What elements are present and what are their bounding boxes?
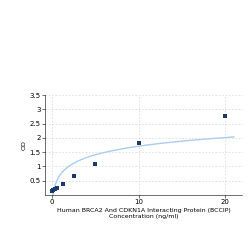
Point xyxy=(93,162,97,166)
Point xyxy=(223,114,227,118)
X-axis label: Human BRCA2 And CDKN1A Interacting Protein (BCCIP)
Concentration (ng/ml): Human BRCA2 And CDKN1A Interacting Prote… xyxy=(57,208,231,219)
Point xyxy=(55,186,59,190)
Point xyxy=(136,141,140,145)
Point xyxy=(72,174,76,178)
Point xyxy=(53,187,57,191)
Point xyxy=(50,189,54,193)
Y-axis label: OD: OD xyxy=(22,140,27,150)
Point xyxy=(61,182,65,186)
Point xyxy=(51,188,55,192)
